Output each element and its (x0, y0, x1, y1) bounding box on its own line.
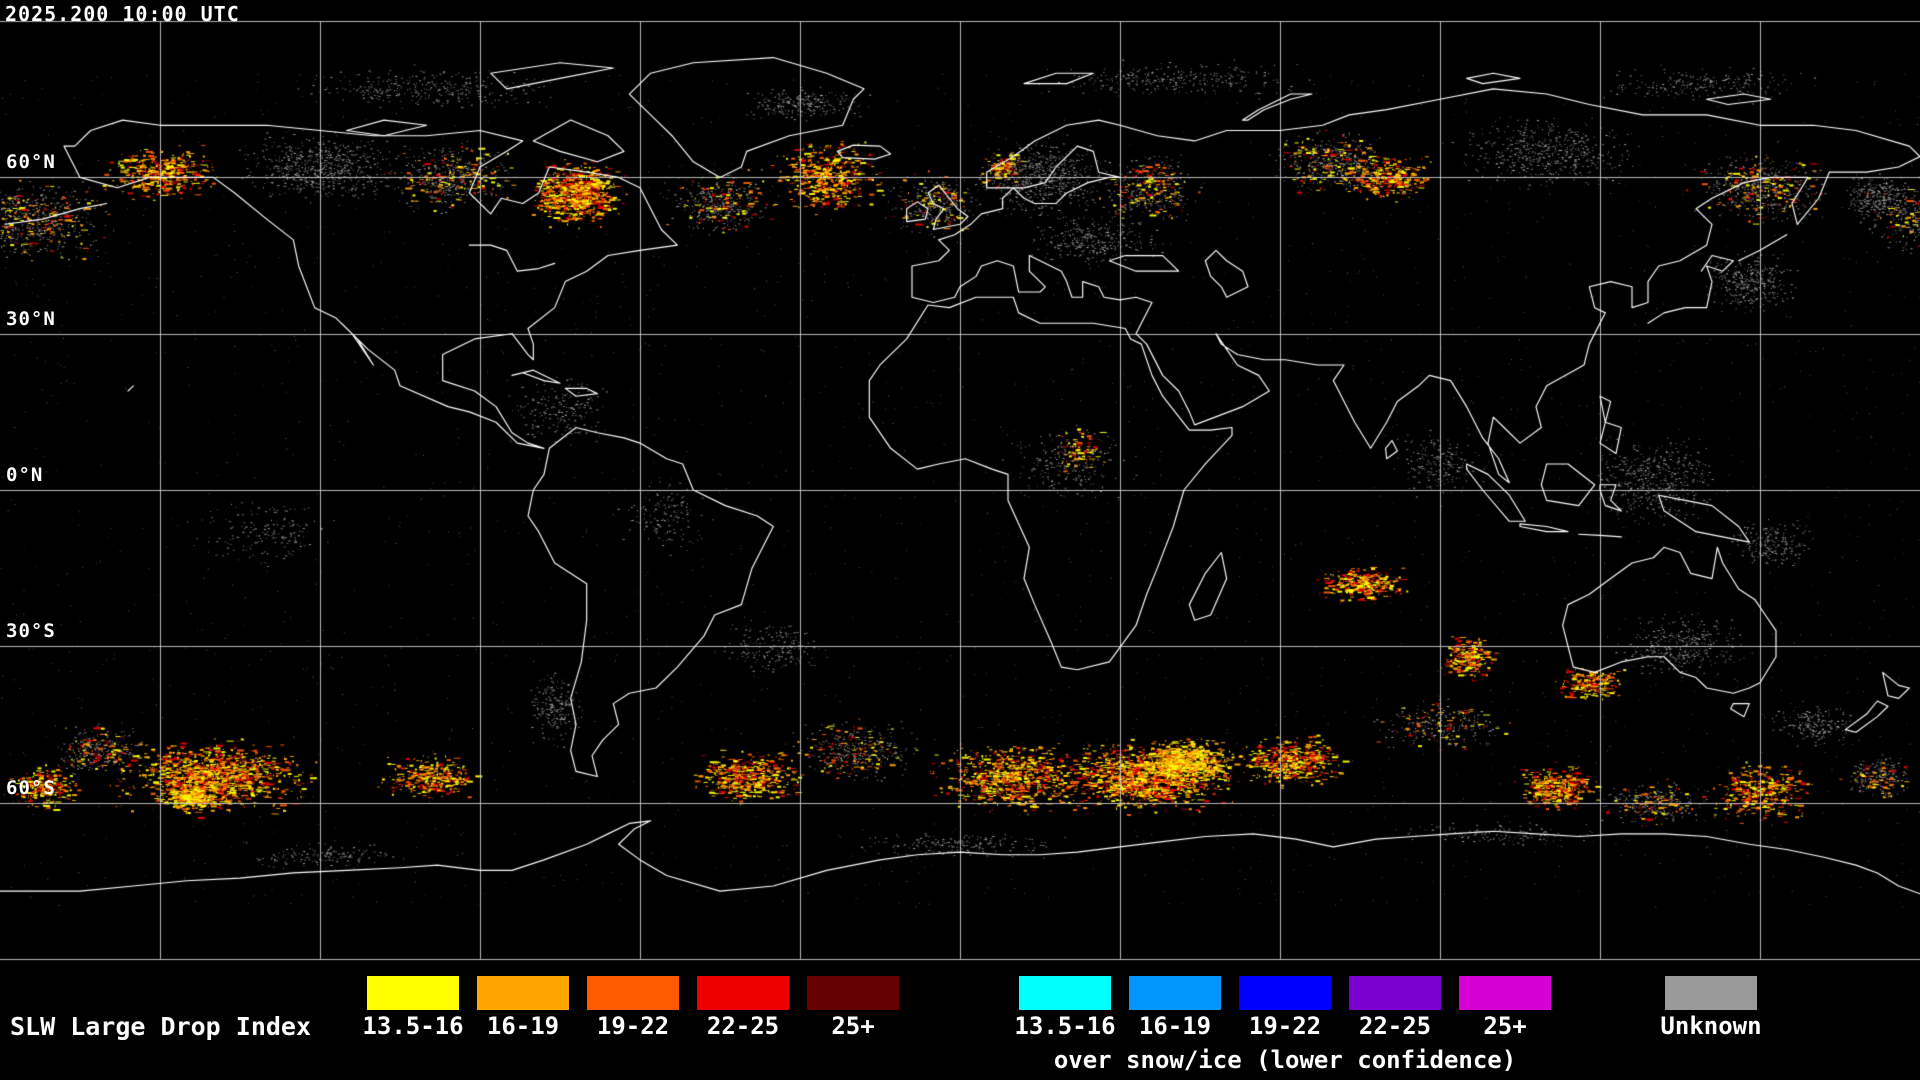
legend-swatch-snowice-5 (1459, 976, 1551, 1010)
legend-swatch-unknown (1665, 976, 1757, 1010)
legend-label-warm-3: 19-22 (596, 1012, 670, 1040)
legend-swatch-warm-5 (807, 976, 899, 1010)
legend-swatch-warm-1 (367, 976, 459, 1010)
legend-title: SLW Large Drop Index (10, 1012, 312, 1041)
lat-label-0n: 0°N (6, 464, 44, 486)
lat-label-30s: 30°S (6, 620, 56, 642)
lat-label-60s: 60°S (6, 777, 56, 799)
legend-swatch-warm-2 (477, 976, 569, 1010)
legend-label-snowice-4: 22-25 (1358, 1012, 1432, 1040)
legend-swatch-snowice-4 (1349, 976, 1441, 1010)
legend-swatch-warm-4 (697, 976, 789, 1010)
legend-swatch-snowice-3 (1239, 976, 1331, 1010)
legend-label-snowice-1: 13.5-16 (1014, 1012, 1116, 1040)
legend-label-warm-2: 16-19 (486, 1012, 560, 1040)
legend-swatch-snowice-1 (1019, 976, 1111, 1010)
timestamp: 2025.200 10:00 UTC (5, 2, 240, 26)
legend-label-snowice-3: 19-22 (1248, 1012, 1322, 1040)
legend-label-snowice-5: 25+ (1483, 1012, 1527, 1040)
legend-label-snowice-2: 16-19 (1138, 1012, 1212, 1040)
lat-label-30n: 30°N (6, 308, 56, 330)
legend-snowice-caption: over snow/ice (lower confidence) (1053, 1046, 1517, 1074)
legend-label-unknown: Unknown (1660, 1012, 1762, 1040)
legend-label-warm-1: 13.5-16 (362, 1012, 464, 1040)
legend-label-warm-5: 25+ (831, 1012, 875, 1040)
lat-label-60n: 60°N (6, 151, 56, 173)
legend-swatch-snowice-2 (1129, 976, 1221, 1010)
legend-swatch-warm-3 (587, 976, 679, 1010)
legend-label-warm-4: 22-25 (706, 1012, 780, 1040)
